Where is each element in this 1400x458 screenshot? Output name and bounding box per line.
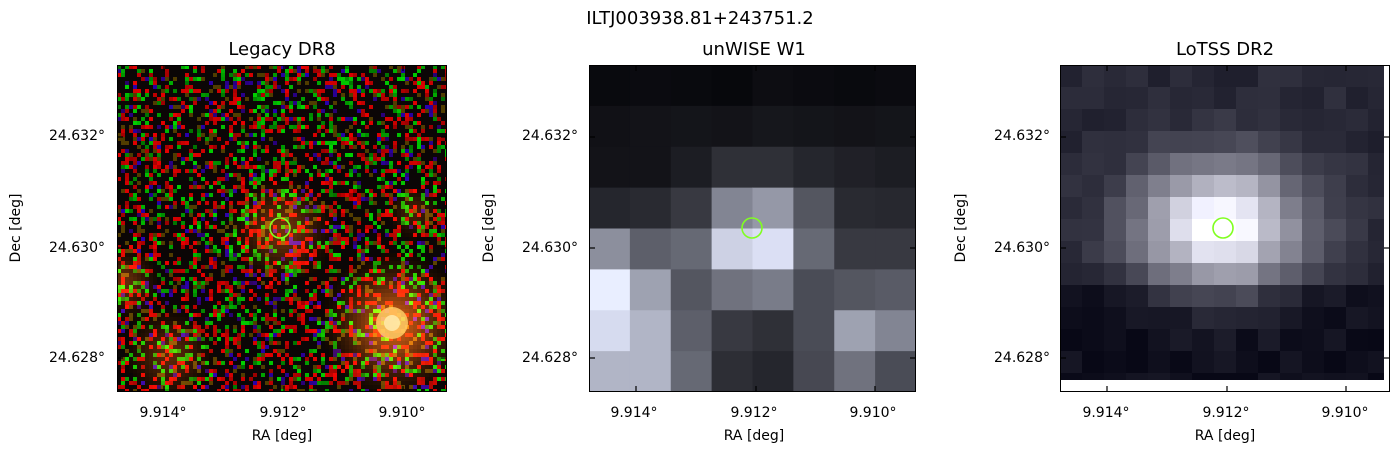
lotss-xlabel: RA [deg] — [1194, 428, 1256, 444]
legacy-ylabel: Dec [deg] — [8, 193, 24, 263]
unwise-xtick-3: 9.910° — [849, 405, 897, 421]
legacy-xtick-2: 9.912° — [259, 405, 307, 421]
panel-title-lotss: LoTSS DR2 — [1175, 39, 1275, 60]
unwise-xlabel: RA [deg] — [723, 428, 785, 444]
lotss-ytick-3: 24.628° — [994, 350, 1050, 366]
unwise-ylabel: Dec [deg] — [481, 193, 497, 263]
panel-title-unwise: unWISE W1 — [702, 39, 806, 60]
unwise-xtick-1: 9.914° — [610, 405, 658, 421]
figure-title: ILTJ003938.81+243751.2 — [586, 8, 814, 29]
legacy-xtick-3: 9.910° — [378, 405, 426, 421]
legacy-xtick-1: 9.914° — [139, 405, 187, 421]
unwise-xtick-2: 9.912° — [730, 405, 778, 421]
lotss-ytick-2: 24.630° — [994, 240, 1050, 256]
legacy-ytick-1: 24.632° — [49, 128, 105, 144]
lotss-image — [1060, 65, 1390, 392]
lotss-xtick-3: 9.910° — [1321, 405, 1369, 421]
panel-title-legacy: Legacy DR8 — [228, 39, 336, 60]
legacy-image — [117, 65, 447, 392]
unwise-image — [589, 65, 916, 392]
lotss-ylabel: Dec [deg] — [953, 193, 969, 263]
lotss-ytick-1: 24.632° — [994, 128, 1050, 144]
unwise-ytick-3: 24.628° — [522, 350, 578, 366]
lotss-xtick-2: 9.912° — [1202, 405, 1250, 421]
legacy-ytick-3: 24.628° — [49, 350, 105, 366]
legacy-ytick-2: 24.630° — [49, 240, 105, 256]
source-marker — [269, 217, 291, 239]
unwise-ytick-1: 24.632° — [522, 128, 578, 144]
lotss-xtick-1: 9.914° — [1082, 405, 1130, 421]
legacy-xlabel: RA [deg] — [251, 428, 313, 444]
source-marker — [1212, 217, 1234, 239]
source-marker — [741, 217, 763, 239]
unwise-ytick-2: 24.630° — [522, 240, 578, 256]
